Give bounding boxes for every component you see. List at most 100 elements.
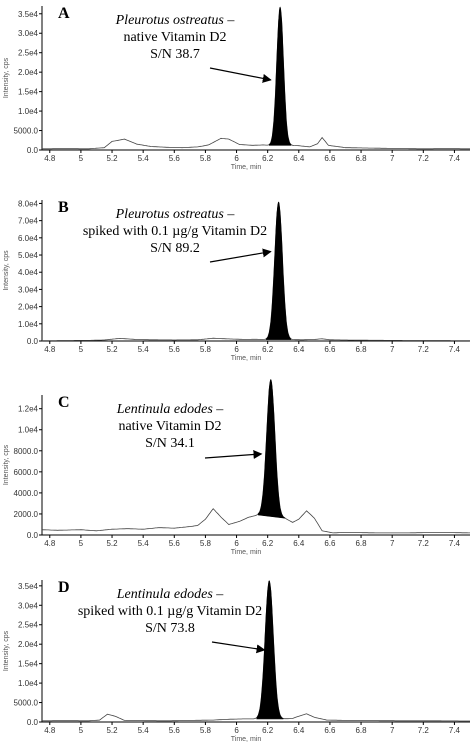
- y-tick-label: 0.0: [27, 531, 39, 540]
- y-axis-label: Intensity, cps: [3, 630, 10, 671]
- x-tick-label: 7.4: [449, 154, 461, 163]
- x-tick-label: 5.6: [169, 154, 181, 163]
- y-tick-label: 3.5e4: [18, 582, 39, 591]
- y-axis-label: Intensity, cps: [3, 57, 10, 98]
- x-tick-label: 5: [79, 154, 84, 163]
- x-tick-label: 7.4: [449, 539, 461, 548]
- chromatogram-trace: [41, 379, 470, 534]
- chromatogram-trace: [42, 580, 470, 722]
- x-tick-label: 6.8: [355, 726, 367, 735]
- y-axis-label: Intensity, cps: [3, 444, 10, 485]
- y-tick-label: 2.5e4: [18, 621, 39, 630]
- y-tick-label: 8000.0: [14, 447, 39, 456]
- x-tick-label: 7: [390, 345, 395, 354]
- x-tick-label: 7.2: [418, 539, 430, 548]
- y-tick-label: 0.0: [27, 718, 39, 727]
- annotation-line: Pleurotus ostreatus –: [115, 13, 236, 28]
- y-tick-label: 2.0e4: [18, 68, 39, 77]
- annotation-line: Lentinula edodes –: [116, 587, 225, 602]
- annotation-arrow: [211, 641, 266, 654]
- y-tick-label: 4.0e4: [18, 268, 39, 277]
- x-tick-label: 7.4: [449, 726, 461, 735]
- x-tick-label: 5: [79, 539, 84, 548]
- panel-c: 0.0 2000.0 4000.0 6000.0 8000.0 1.0e4 1.2e4 4.8…: [3, 379, 470, 556]
- panel-letter: C: [58, 394, 70, 411]
- x-tick-label: 5.8: [200, 345, 212, 354]
- x-tick-label: 7: [390, 726, 395, 735]
- panel-a: 0.0 5000.0 1.0e4 1.5e4 2.0e4 2.5e4 3.0e4 3.5e4 4…: [3, 5, 470, 171]
- x-tick-label: 6: [234, 345, 239, 354]
- y-tick-label: 2.0e4: [18, 303, 39, 312]
- annotation-line: spiked with 0.1 µg/g Vitamin D2: [78, 604, 262, 619]
- x-tick-label: 7.4: [449, 345, 461, 354]
- x-tick-label: 7.2: [418, 726, 430, 735]
- x-axis-label: Time, min: [231, 355, 262, 362]
- x-tick-label: 6.8: [355, 539, 367, 548]
- x-tick-label: 5.2: [106, 726, 118, 735]
- y-tick-label: 0.0: [27, 146, 39, 155]
- x-tick-label: 6: [234, 154, 239, 163]
- x-tick-label: 6.2: [262, 539, 274, 548]
- y-axis-label: Intensity, cps: [3, 250, 10, 291]
- x-tick-label: 5.4: [138, 345, 150, 354]
- x-tick-label: 6.4: [293, 154, 305, 163]
- x-axis-label: Time, min: [231, 736, 262, 743]
- integrated-peak: [256, 580, 284, 720]
- x-tick-label: 5.8: [200, 539, 212, 548]
- x-tick-label: 5.2: [106, 539, 118, 548]
- y-tick-label: 8.0e4: [18, 199, 39, 208]
- y-tick-label: 0.0: [27, 337, 39, 346]
- annotation-line: native Vitamin D2: [118, 419, 221, 434]
- x-tick-label: 7.2: [418, 154, 430, 163]
- x-tick-label: 6.6: [324, 154, 336, 163]
- x-tick-label: 6.2: [262, 345, 274, 354]
- y-tick-label: 3.5e4: [18, 10, 39, 19]
- y-tick-label: 6000.0: [14, 468, 39, 477]
- x-tick-label: 6.4: [293, 726, 305, 735]
- annotation-arrow: [204, 450, 263, 460]
- x-tick-label: 5.6: [169, 539, 181, 548]
- x-tick-label: 6: [234, 539, 239, 548]
- annotation-line: S/N 34.1: [145, 436, 195, 451]
- integrated-peak: [265, 201, 292, 340]
- annotation-line: S/N 38.7: [150, 47, 200, 62]
- y-tick-label: 1.0e4: [18, 679, 39, 688]
- x-tick-label: 6.6: [324, 539, 336, 548]
- x-tick-label: 6.8: [355, 154, 367, 163]
- x-tick-label: 4.8: [44, 154, 56, 163]
- y-tick-label: 5000.0: [14, 127, 39, 136]
- x-tick-label: 5.6: [169, 726, 181, 735]
- y-tick-label: 3.0e4: [18, 285, 39, 294]
- y-tick-label: 1.0e4: [18, 426, 39, 435]
- x-tick-label: 7.2: [418, 345, 430, 354]
- x-tick-label: 6: [234, 726, 239, 735]
- y-tick-label: 5.0e4: [18, 251, 39, 260]
- x-tick-label: 5.4: [138, 539, 150, 548]
- y-tick-label: 3.0e4: [18, 601, 39, 610]
- integrated-peak: [257, 379, 286, 519]
- y-tick-label: 2.5e4: [18, 49, 39, 58]
- y-tick-label: 1.5e4: [18, 660, 39, 669]
- y-tick-label: 1.2e4: [18, 405, 39, 414]
- x-tick-label: 4.8: [44, 726, 56, 735]
- x-tick-label: 7: [390, 539, 395, 548]
- y-tick-label: 6.0e4: [18, 234, 39, 243]
- y-tick-label: 4000.0: [14, 489, 39, 498]
- x-tick-label: 6.6: [324, 726, 336, 735]
- annotation-arrow: [209, 67, 272, 83]
- y-tick-label: 1.0e4: [18, 107, 39, 116]
- x-tick-label: 5: [79, 345, 84, 354]
- x-tick-label: 4.8: [44, 345, 56, 354]
- y-tick-label: 7.0e4: [18, 217, 39, 226]
- x-tick-label: 5.8: [200, 154, 212, 163]
- y-tick-label: 1.5e4: [18, 88, 39, 97]
- annotation-line: S/N 89.2: [150, 241, 200, 256]
- y-tick-label: 1.0e4: [18, 320, 39, 329]
- y-tick-label: 2000.0: [14, 510, 39, 519]
- x-tick-label: 6.6: [324, 345, 336, 354]
- x-axis-label: Time, min: [231, 164, 262, 171]
- panel-letter: B: [58, 199, 69, 216]
- x-tick-label: 4.8: [44, 539, 56, 548]
- x-tick-label: 5.6: [169, 345, 181, 354]
- y-tick-label: 5000.0: [14, 699, 39, 708]
